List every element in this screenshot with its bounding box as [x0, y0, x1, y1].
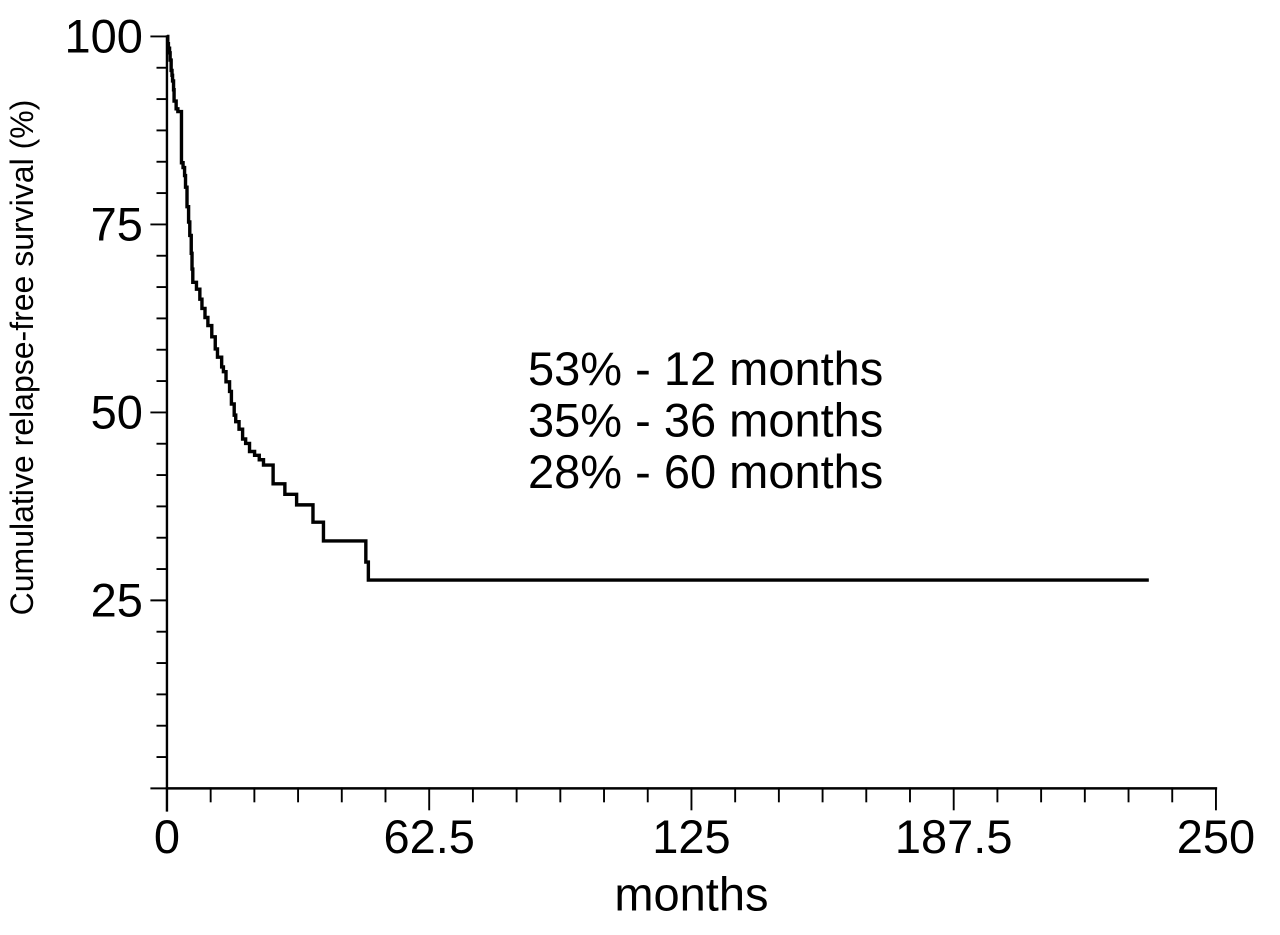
svg-text:125: 125 — [652, 810, 730, 863]
svg-text:75: 75 — [91, 197, 143, 250]
svg-text:53% - 12 months: 53% - 12 months — [528, 342, 883, 395]
svg-text:250: 250 — [1177, 810, 1255, 863]
svg-text:0: 0 — [154, 810, 180, 863]
svg-text:Cumulative relapse-free surviv: Cumulative relapse-free survival (%) — [4, 100, 40, 616]
svg-text:187.5: 187.5 — [895, 810, 1013, 863]
svg-text:50: 50 — [91, 385, 143, 438]
svg-text:100: 100 — [65, 9, 143, 62]
svg-text:25: 25 — [91, 573, 143, 626]
svg-text:35% - 36 months: 35% - 36 months — [528, 393, 883, 446]
svg-text:months: months — [614, 867, 768, 920]
svg-text:28% - 60 months: 28% - 60 months — [528, 445, 883, 498]
svg-text:62.5: 62.5 — [383, 810, 474, 863]
